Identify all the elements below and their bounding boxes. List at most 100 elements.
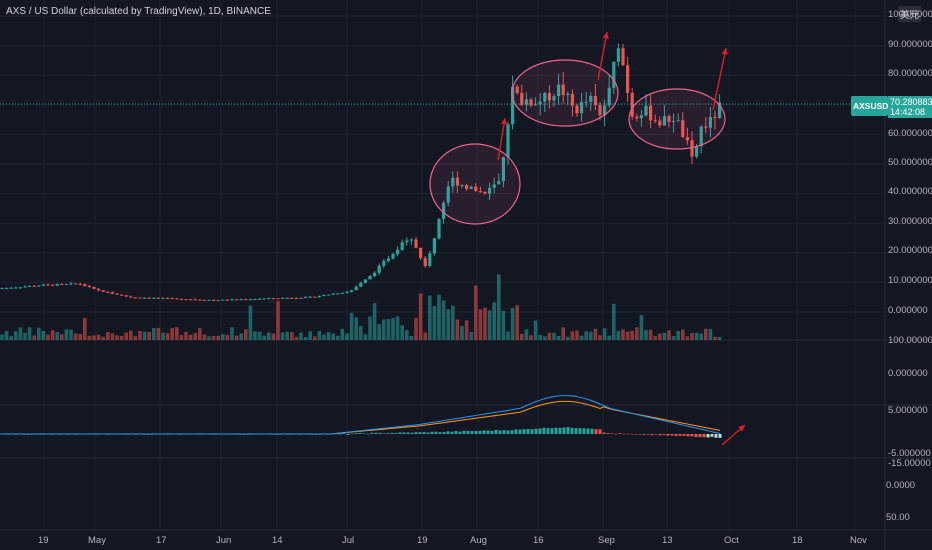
- candle-body: [184, 299, 188, 301]
- candle-body: [276, 298, 280, 300]
- candle-body: [460, 185, 464, 187]
- volume-bar: [248, 305, 253, 340]
- candle-body: [603, 105, 607, 116]
- time-axis-label: 17: [156, 535, 167, 546]
- macd-histogram-bar: [698, 434, 702, 438]
- annotation-arrow: [712, 47, 727, 111]
- time-axis-label: Jul: [342, 535, 355, 546]
- candle-body: [322, 294, 326, 296]
- price-axis-label: 50.000000: [888, 157, 932, 168]
- time-axis-label: May: [88, 535, 106, 546]
- candle-body: [147, 297, 151, 299]
- macd-histogram-bar: [378, 432, 382, 434]
- candle-body: [350, 290, 354, 292]
- candle-body: [492, 184, 496, 188]
- volume-bar: [96, 334, 101, 340]
- volume-bar: [704, 328, 708, 340]
- candle-body: [216, 300, 220, 302]
- volume-bar: [616, 330, 621, 340]
- macd-histogram-bar: [618, 433, 622, 434]
- pane2-axis-label: 100.000000: [888, 335, 932, 346]
- volume-bar: [216, 335, 220, 340]
- volume-bar: [303, 336, 308, 340]
- candle-body: [267, 298, 271, 300]
- candle-body: [414, 239, 418, 248]
- candle-body: [662, 116, 666, 126]
- candle-body: [133, 297, 137, 299]
- macd-histogram-bar: [630, 433, 634, 435]
- macd-histogram-bar: [490, 430, 494, 434]
- candle-body: [193, 299, 197, 301]
- macd-histogram-bar: [590, 428, 594, 434]
- candle-body: [124, 295, 128, 297]
- candle-body: [497, 181, 501, 185]
- candle-body: [446, 186, 450, 203]
- time-axis-label: Jun: [216, 535, 232, 546]
- volume-bar: [501, 310, 506, 340]
- volume-bar: [694, 332, 699, 340]
- candle-body: [202, 299, 206, 301]
- volume-bar: [460, 326, 464, 340]
- candle-body: [704, 126, 708, 128]
- candle-body: [83, 284, 87, 286]
- candle-body: [681, 120, 685, 137]
- macd-histogram-bar: [718, 434, 722, 438]
- candle-body: [258, 298, 262, 300]
- volume-bar: [382, 319, 386, 340]
- macd-histogram-bar: [518, 429, 522, 434]
- macd-histogram-bar: [482, 430, 486, 434]
- macd-line: [0, 395, 721, 435]
- macd-histogram-bar: [486, 430, 490, 434]
- volume-bar: [391, 317, 395, 340]
- candle-body: [359, 282, 363, 287]
- volume-bar: [653, 335, 657, 340]
- volume-bar: [299, 332, 303, 340]
- candle-body: [212, 299, 216, 301]
- volume-bar: [124, 332, 128, 340]
- volume-bar: [336, 335, 340, 340]
- candle-body: [437, 219, 441, 239]
- candle-body: [28, 285, 32, 287]
- macd-histogram-bar: [438, 432, 442, 434]
- candle-body: [64, 283, 68, 285]
- macd-histogram-bar: [462, 430, 466, 434]
- macd-axis-label: -5.000000: [888, 448, 931, 459]
- macd-histogram-bar: [602, 432, 606, 434]
- macd-axis-label: 5.000000: [888, 405, 928, 416]
- currency-button[interactable]: 美元: [898, 6, 922, 22]
- macd-histogram-bar: [538, 428, 542, 434]
- volume-bar: [322, 334, 326, 340]
- macd-histogram-bar: [426, 432, 430, 434]
- macd-histogram-bar: [354, 433, 358, 434]
- candle-body: [170, 298, 174, 300]
- volume-bar: [308, 331, 312, 340]
- candle-body: [253, 298, 257, 300]
- macd-histogram-bar: [346, 434, 350, 435]
- volume-bar: [612, 303, 616, 340]
- candle-body: [405, 240, 409, 243]
- candle-body: [308, 296, 312, 298]
- macd-signal-line: [0, 400, 721, 435]
- candle-body: [708, 116, 712, 128]
- macd-histogram-bar: [450, 431, 454, 434]
- volume-bar: [239, 333, 243, 340]
- volume-bar: [506, 331, 510, 340]
- candle-body: [299, 297, 303, 299]
- volume-bar: [317, 331, 322, 340]
- candle-body: [239, 299, 243, 301]
- volume-bar: [451, 305, 455, 340]
- volume-bar: [92, 335, 96, 340]
- time-axis-label: Sep: [598, 535, 615, 546]
- candle-body: [575, 105, 579, 114]
- volume-bar: [234, 335, 239, 340]
- volume-bar: [589, 331, 593, 340]
- volume-bar: [547, 332, 552, 340]
- macd-histogram-bar: [502, 430, 506, 434]
- macd-histogram-bar: [338, 433, 342, 435]
- macd-histogram-bar: [702, 434, 706, 438]
- volume-bar: [60, 334, 64, 340]
- volume-bar: [9, 336, 13, 340]
- volume-bar: [690, 333, 694, 340]
